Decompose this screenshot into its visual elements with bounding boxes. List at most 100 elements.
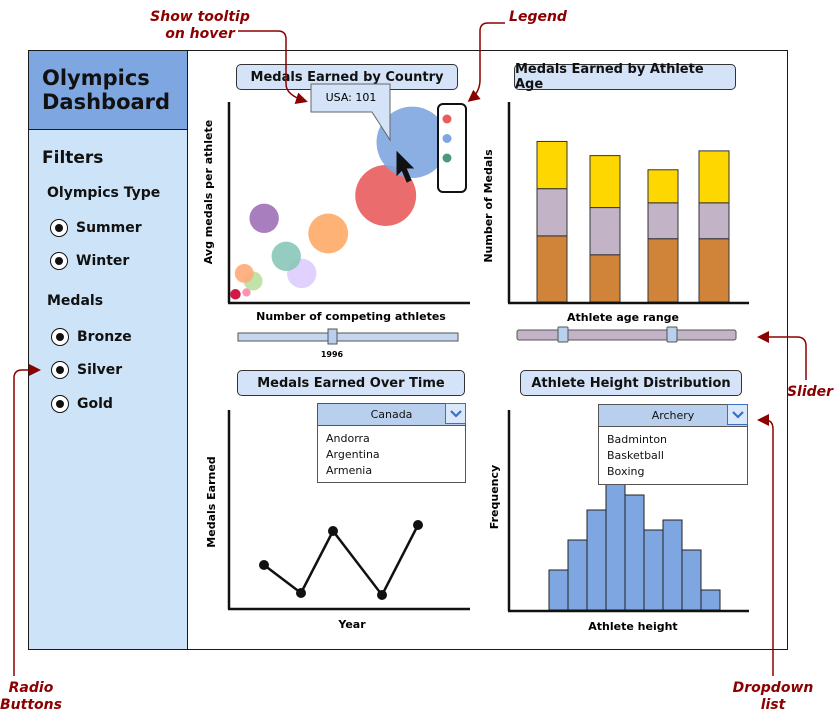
bubble-9[interactable]	[376, 106, 448, 178]
age-bar-0-segment-1[interactable]	[536, 188, 568, 237]
sidebar	[28, 50, 188, 650]
age-bar-2-segment-2[interactable]	[647, 169, 679, 204]
radio-silver-control[interactable]	[51, 361, 69, 379]
age-slider-handle-min[interactable]	[557, 326, 569, 343]
radio-summer-label: Summer	[76, 220, 142, 236]
annotation-tooltip: Show tooltip on hover	[140, 9, 260, 43]
sport-option[interactable]: Boxing	[607, 465, 645, 478]
age-bar-2-segment-1[interactable]	[647, 202, 679, 240]
bubble-5[interactable]	[271, 241, 301, 271]
radio-winter-label: Winter	[76, 253, 130, 269]
age-bar-0-segment-0[interactable]	[536, 235, 568, 303]
bubble-8[interactable]	[355, 165, 417, 226]
age-chart-title: Medals Earned by Athlete Age	[514, 62, 736, 92]
radio-summer[interactable]: Summer	[50, 219, 142, 237]
annotation-tooltip-line2: on hover	[165, 26, 235, 42]
age-bar-3-segment-2[interactable]	[698, 150, 730, 204]
bubble-1[interactable]	[242, 288, 251, 297]
age-bar-0-segment-2[interactable]	[536, 140, 568, 190]
line-point-3[interactable]	[377, 590, 387, 600]
country-xlabel: Number of competing athletes	[256, 310, 446, 323]
age-slider-track[interactable]	[516, 329, 737, 341]
annotation-dropdown-line2: list	[760, 697, 786, 713]
annotation-tooltip-line1: Show tooltip	[150, 9, 250, 25]
tooltip-text: USA: 101	[326, 91, 377, 104]
mouse-cursor-icon	[396, 150, 415, 183]
height-ylabel: Frequency	[488, 465, 501, 529]
age-slider-handle-max[interactable]	[666, 326, 678, 343]
line-point-2[interactable]	[328, 526, 338, 536]
age-bar-1-segment-2[interactable]	[589, 155, 621, 209]
chevron-down-icon[interactable]	[727, 404, 748, 425]
legend-dot-0	[442, 114, 452, 124]
country-option[interactable]: Andorra	[326, 432, 370, 445]
sport-option[interactable]: Basketball	[607, 449, 664, 462]
chevron-down-icon[interactable]	[445, 403, 466, 424]
country-dropdown-selected[interactable]: Canada	[318, 403, 466, 426]
sport-dropdown[interactable]: Archery Badminton Basketball Boxing	[598, 404, 748, 485]
line-point-0[interactable]	[259, 560, 269, 570]
country-option[interactable]: Argentina	[326, 448, 380, 461]
annotation-radio-line1: Radio	[8, 680, 54, 696]
line-point-4[interactable]	[413, 520, 423, 530]
annotation-slider: Slider	[786, 384, 834, 400]
time-ylabel: Medals Earned	[205, 456, 218, 547]
dashboard-title-line1: Olympics	[42, 66, 150, 90]
age-ylabel: Number of Medals	[482, 149, 495, 263]
year-slider-track[interactable]	[237, 332, 459, 342]
radio-winter-control[interactable]	[50, 252, 68, 270]
height-chart-title: Athlete Height Distribution	[520, 370, 742, 396]
hist-bar-3[interactable]	[605, 481, 626, 611]
bubble-0[interactable]	[230, 289, 241, 300]
age-bar-3-segment-0[interactable]	[698, 238, 730, 303]
age-bar-1-segment-1[interactable]	[589, 207, 621, 256]
age-stacked-bar-chart: Number of Medals Athlete age range	[482, 102, 749, 343]
hist-bar-4[interactable]	[624, 494, 645, 611]
radio-silver[interactable]: Silver	[51, 361, 122, 379]
age-xlabel: Athlete age range	[567, 311, 679, 324]
bubble-7[interactable]	[308, 213, 349, 254]
hist-bar-8[interactable]	[700, 589, 721, 611]
country-option[interactable]: Armenia	[326, 464, 373, 477]
hist-bar-7[interactable]	[681, 549, 702, 611]
time-xlabel: Year	[337, 618, 366, 631]
hist-bar-1[interactable]	[567, 539, 588, 611]
sport-dropdown-value: Archery	[651, 409, 695, 422]
legend	[437, 103, 467, 193]
bubble-3[interactable]	[234, 263, 254, 283]
hist-bar-2[interactable]	[586, 509, 607, 611]
year-slider[interactable]: 1996	[237, 328, 459, 359]
age-bar-3-segment-1[interactable]	[698, 202, 730, 240]
radio-bronze-label: Bronze	[77, 329, 132, 345]
country-dropdown[interactable]: Canada Andorra Argentina Armenia	[317, 403, 466, 483]
radio-winter[interactable]: Winter	[50, 252, 129, 270]
radio-gold-label: Gold	[77, 396, 113, 412]
radio-silver-label: Silver	[77, 362, 123, 378]
bubble-6[interactable]	[249, 203, 279, 233]
height-histogram: Frequency Athlete height	[488, 410, 749, 633]
annotation-radio-line2: Buttons	[0, 697, 62, 713]
sport-dropdown-selected[interactable]: Archery	[599, 404, 748, 427]
country-dropdown-value: Canada	[370, 408, 413, 421]
annotation-radio: Radio Buttons	[0, 680, 62, 714]
country-chart-title: Medals Earned by Country	[236, 64, 458, 90]
hist-bar-0[interactable]	[548, 569, 569, 611]
radio-gold[interactable]: Gold	[51, 395, 113, 413]
radio-summer-control[interactable]	[50, 219, 68, 237]
radio-bronze-control[interactable]	[51, 328, 69, 346]
annotation-dropdown: Dropdown list	[728, 680, 818, 714]
line-point-1[interactable]	[296, 588, 306, 598]
age-range-slider[interactable]	[516, 326, 737, 343]
dropdown-annotation-arrow	[757, 414, 774, 676]
legend-box	[437, 103, 467, 193]
radio-gold-control[interactable]	[51, 395, 69, 413]
hist-bar-6[interactable]	[662, 519, 683, 611]
age-bar-1-segment-0[interactable]	[589, 254, 621, 303]
sport-option[interactable]: Badminton	[607, 433, 668, 446]
hist-bar-5[interactable]	[643, 529, 664, 611]
age-bar-2-segment-0[interactable]	[647, 238, 679, 303]
dashboard-title: Olympics Dashboard	[42, 66, 170, 114]
radio-bronze[interactable]: Bronze	[51, 328, 132, 346]
year-slider-handle[interactable]	[327, 328, 338, 345]
legend-dot-1	[442, 134, 452, 143]
